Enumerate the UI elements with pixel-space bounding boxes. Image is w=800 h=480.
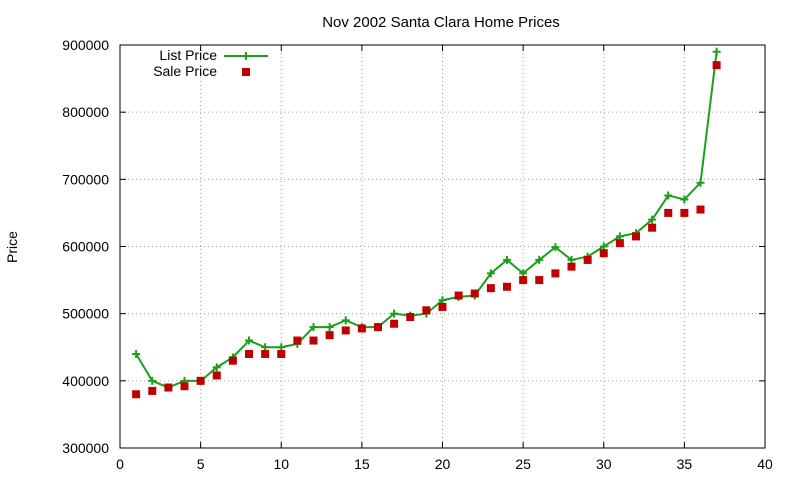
sale-price-point [648, 224, 656, 232]
x-tick-label: 25 [515, 456, 531, 472]
x-tick-label: 0 [116, 456, 124, 472]
legend-sale-swatch [242, 68, 250, 76]
sale-price-point [519, 276, 527, 284]
x-tick-label: 10 [273, 456, 289, 472]
sale-price-point [132, 390, 140, 398]
chart-title: Nov 2002 Santa Clara Home Prices [322, 14, 560, 31]
sale-price-point [455, 292, 463, 300]
sale-price-point [197, 377, 205, 385]
sale-price-point [616, 239, 624, 247]
sale-price-point [326, 331, 334, 339]
sale-price-point [713, 61, 721, 69]
legend-list-marker [242, 52, 250, 60]
sale-price-point [568, 263, 576, 271]
legend-list-label: List Price [159, 47, 217, 63]
x-tick-label: 15 [354, 456, 370, 472]
sale-price-point [487, 284, 495, 292]
x-tick-label: 20 [435, 456, 451, 472]
y-tick-labels: 300000 400000 500000 600000 700000 800000 9000… [62, 37, 109, 456]
y-tick-label: 900000 [62, 37, 109, 53]
y-tick-label: 500000 [62, 306, 109, 322]
legend-sale-marker [242, 68, 250, 76]
legend-sale-label: Sale Price [153, 63, 217, 79]
sale-price-point [535, 276, 543, 284]
sale-price-point [406, 313, 414, 321]
sale-price-point [471, 290, 479, 298]
y-axis-label: Price [4, 231, 20, 263]
sale-price-point [358, 324, 366, 332]
sale-price-point [181, 382, 189, 390]
sale-price-point [422, 306, 430, 314]
sale-price-point [293, 337, 301, 345]
legend: List Price Sale Price [153, 47, 268, 79]
sale-price-point [213, 371, 221, 379]
sale-price-point [439, 303, 447, 311]
sale-price-point [697, 206, 705, 214]
sale-price-point [245, 350, 253, 358]
series-layer [132, 48, 721, 399]
y-tick-label: 700000 [62, 171, 109, 187]
x-tick-label: 40 [757, 456, 773, 472]
list-price-point [342, 316, 350, 324]
sale-price-point [374, 323, 382, 331]
list-price-point [713, 48, 721, 56]
sale-price-point [551, 269, 559, 277]
sale-price-point [310, 337, 318, 345]
x-tick-label: 35 [677, 456, 693, 472]
grid-lines [120, 45, 765, 448]
sale-price-point [164, 384, 172, 392]
sale-price-point [664, 209, 672, 217]
sale-price-point [632, 232, 640, 240]
x-tick-labels: 0 5 10 15 20 25 30 35 40 [116, 456, 773, 472]
y-tick-label: 600000 [62, 239, 109, 255]
sale-price-point [148, 387, 156, 395]
sale-price-point [277, 350, 285, 358]
sale-price-point [261, 350, 269, 358]
y-tick-label: 400000 [62, 373, 109, 389]
y-tick-label: 300000 [62, 440, 109, 456]
x-tick-label: 30 [596, 456, 612, 472]
list-price-line [136, 52, 717, 388]
list-price-point [326, 323, 334, 331]
sale-price-point [342, 326, 350, 334]
sale-price-point [390, 320, 398, 328]
legend-list-swatch [224, 52, 268, 60]
sale-price-point [503, 283, 511, 291]
y-tick-label: 800000 [62, 104, 109, 120]
sale-price-point [584, 256, 592, 264]
x-tick-label: 5 [197, 456, 205, 472]
sale-price-point [600, 249, 608, 257]
sale-price-point [680, 209, 688, 217]
sale-price-point [229, 357, 237, 365]
